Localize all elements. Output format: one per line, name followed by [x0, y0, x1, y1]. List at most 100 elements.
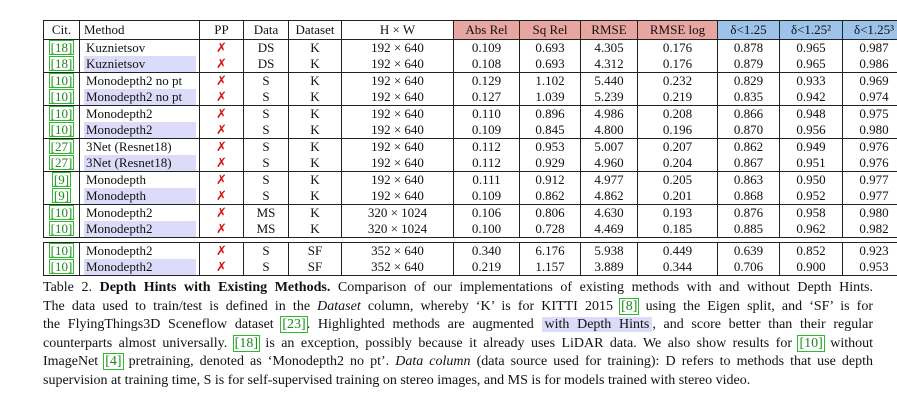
metric-cell-sq-rel: 1.039: [519, 89, 581, 106]
method-cell: Monodepth: [79, 188, 200, 205]
metric-cell-rmse: 4.800: [580, 122, 638, 139]
dataset-cell: K: [288, 204, 342, 221]
pp-cell: ✗: [199, 39, 244, 56]
table-row: [10] Monodepth2 ✗ S K 192 × 640 0.110 0.896 4.98…: [43, 105, 897, 122]
metric-cell-rmse: 4.630: [580, 204, 638, 221]
metric-cell-abs-rel: 0.219: [453, 259, 520, 276]
method-name-highlighted: Monodepth2: [84, 221, 196, 237]
caption-text: Comparison of our implementations of exi…: [330, 280, 873, 295]
metric-cell-d1: 0.829: [717, 72, 780, 89]
data-cell: S: [243, 242, 289, 259]
metric-cell-d1: 0.866: [717, 105, 780, 122]
method-name: Monodepth: [86, 172, 146, 188]
citation-link[interactable]: [10]: [48, 122, 75, 138]
method-name: Monodepth2: [86, 205, 153, 221]
citation-link[interactable]: [18]: [48, 40, 75, 56]
citation-link[interactable]: [10]: [48, 205, 75, 221]
method-cell: Monodepth: [79, 171, 200, 188]
table-row: [18] Kuznietsov ✗ DS K 192 × 640 0.109 0.693 4.3…: [43, 39, 897, 56]
dataset-cell: K: [288, 39, 342, 56]
citation-cell: [9]: [43, 188, 80, 205]
citation-link[interactable]: [10]: [48, 89, 75, 105]
table-caption: Table 2. Depth Hints with Existing Metho…: [43, 279, 873, 391]
metric-cell-rmse-log: 0.204: [637, 155, 718, 172]
metric-cell-rmse-log: 0.207: [637, 138, 718, 155]
citation-link[interactable]: [9]: [51, 188, 72, 204]
dataset-cell: K: [288, 188, 342, 205]
citation-link[interactable]: [10]: [48, 221, 75, 237]
metric-cell-d2: 0.952: [779, 188, 843, 205]
citation-link[interactable]: [18]: [48, 56, 75, 72]
metric-cell-abs-rel: 0.106: [453, 204, 520, 221]
metric-cell-rmse: 4.977: [580, 171, 638, 188]
metric-cell-rmse: 4.960: [580, 155, 638, 172]
metric-cell-abs-rel: 0.112: [453, 138, 520, 155]
citation-link[interactable]: [10]: [48, 73, 75, 89]
table-row: [10] Monodepth2 ✗ MS K 320 × 1024 0.106 0.806 4.…: [43, 204, 897, 221]
metric-cell-abs-rel: 0.109: [453, 188, 520, 205]
citation-link[interactable]: [10]: [48, 106, 75, 122]
citation-link[interactable]: [10]: [48, 259, 75, 275]
metric-cell-d3: 0.977: [842, 171, 897, 188]
header-resolution: H × W: [341, 20, 454, 40]
header-data: Data: [243, 20, 289, 40]
dataset-cell: SF: [288, 259, 342, 276]
metric-cell-rmse-log: 0.193: [637, 204, 718, 221]
table-row: [9] Monodepth ✗ S K 192 × 640 0.111 0.912 4.977 0…: [43, 171, 897, 188]
caption-text: using the Eigen split, and ‘SF’ is for: [638, 298, 873, 314]
citation-cell: [18]: [43, 56, 80, 73]
citation-link[interactable]: [10]: [48, 243, 75, 259]
metric-cell-d2: 0.933: [779, 72, 843, 89]
citation-link[interactable]: [9]: [51, 172, 72, 188]
caption-italic: Dataset: [317, 298, 361, 314]
table-row: [27] 3Net (Resnet18) ✗ S K 192 × 640 0.112 0.95…: [43, 138, 897, 155]
citation-cell: [10]: [43, 221, 80, 238]
citation-link[interactable]: [8]: [619, 297, 640, 315]
cross-icon: ✗: [216, 73, 227, 89]
metric-cell-rmse: 4.312: [580, 56, 638, 73]
cross-icon: ✗: [216, 243, 227, 259]
metric-cell-d2: 0.949: [779, 138, 843, 155]
caption-label: Table 2.: [43, 280, 100, 295]
citation-link[interactable]: [23]: [280, 316, 308, 334]
metric-cell-d1: 0.639: [717, 242, 780, 259]
method-name: Monodepth2 no pt: [86, 73, 183, 89]
cross-icon: ✗: [216, 106, 227, 122]
method-name-highlighted: Kuznietsov: [84, 56, 196, 72]
metric-cell-d3: 0.982: [842, 221, 897, 238]
resolution-cell: 192 × 640: [341, 89, 454, 106]
metric-cell-rmse: 4.986: [580, 105, 638, 122]
citation-link[interactable]: [27]: [48, 155, 75, 171]
dataset-cell: K: [288, 72, 342, 89]
method-cell: Kuznietsov: [79, 39, 200, 56]
metric-cell-abs-rel: 0.127: [453, 89, 520, 106]
metric-cell-d1: 0.835: [717, 89, 780, 106]
method-name-highlighted: Monodepth: [84, 188, 196, 204]
table-row: [27] 3Net (Resnet18) ✗ S K 192 × 640 0.112 0.92…: [43, 155, 897, 172]
citation-link[interactable]: [10]: [797, 334, 825, 352]
metric-cell-d3: 0.986: [842, 56, 897, 73]
pp-cell: ✗: [199, 242, 244, 259]
metric-cell-d1: 0.867: [717, 155, 780, 172]
metric-cell-d3: 0.987: [842, 39, 897, 56]
metric-cell-sq-rel: 6.176: [519, 242, 581, 259]
metric-cell-d2: 0.942: [779, 89, 843, 106]
metric-cell-rmse-log: 0.201: [637, 188, 718, 205]
citation-link[interactable]: [27]: [48, 139, 75, 155]
citation-link[interactable]: [18]: [232, 334, 260, 352]
method-cell: Monodepth2 no pt: [79, 72, 200, 89]
dataset-cell: K: [288, 89, 342, 106]
method-name-highlighted: 3Net (Resnet18): [84, 155, 196, 171]
citation-link[interactable]: [4]: [103, 353, 124, 371]
metric-cell-d1: 0.879: [717, 56, 780, 73]
resolution-cell: 352 × 640: [341, 242, 454, 259]
metric-cell-abs-rel: 0.112: [453, 155, 520, 172]
data-cell: S: [243, 105, 289, 122]
metric-cell-d1: 0.885: [717, 221, 780, 238]
caption-title: Depth Hints with Existing Methods.: [99, 280, 331, 295]
metric-cell-rmse-log: 0.219: [637, 89, 718, 106]
caption-text: ImageNet: [43, 354, 105, 370]
metric-cell-d2: 0.900: [779, 259, 843, 276]
metric-cell-rmse-log: 0.176: [637, 39, 718, 56]
